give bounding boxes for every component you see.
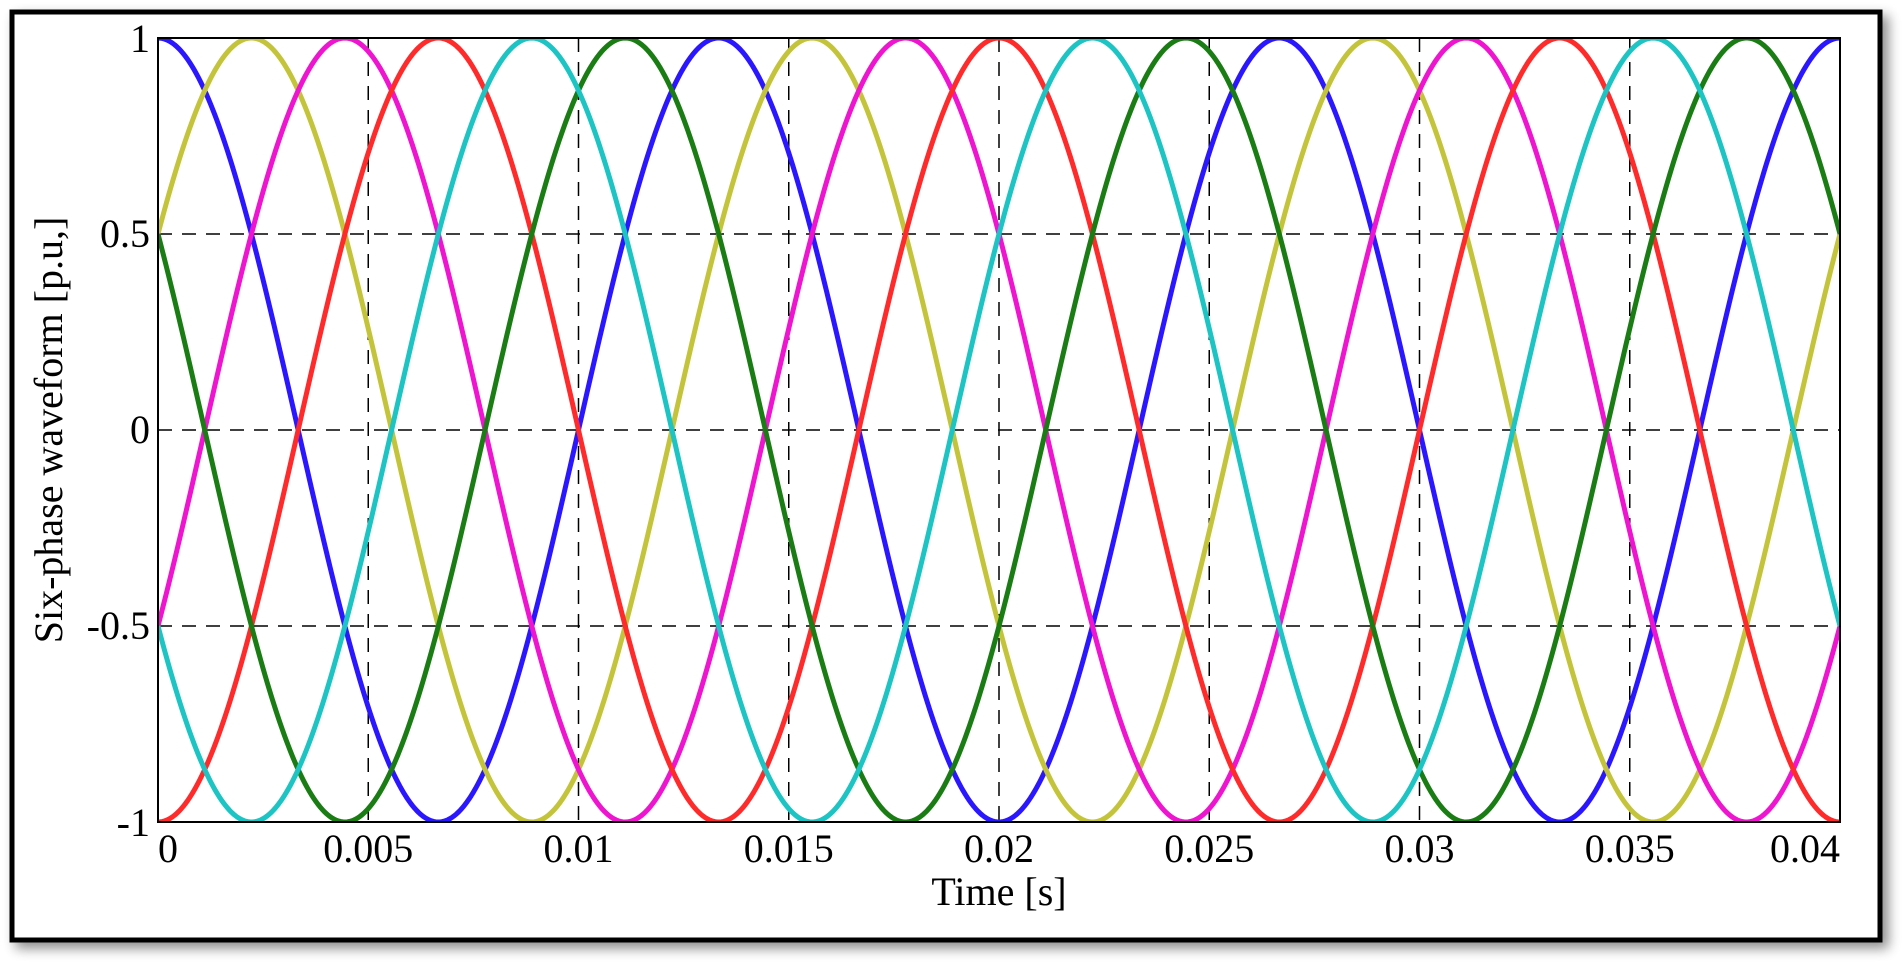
x-tick-label: 0.03 [1385, 826, 1455, 871]
x-tick-label: 0.02 [964, 826, 1034, 871]
x-tick-label: 0.015 [744, 826, 834, 871]
x-axis-label: Time [s] [931, 869, 1066, 914]
series-line-6 [158, 38, 1840, 822]
x-tick-label: 0.04 [1770, 826, 1840, 871]
y-tick-label: 1 [130, 16, 150, 61]
x-tick-labels: 0 0.005 0.01 0.015 0.02 0.025 0.03 0.035 0.04 [158, 826, 1840, 871]
x-tick-label: 0.035 [1585, 826, 1675, 871]
x-tick-label: 0.025 [1164, 826, 1254, 871]
y-tick-label: 0.5 [100, 211, 150, 256]
x-tick-label: 0.005 [323, 826, 413, 871]
y-tick-label: 0 [130, 407, 150, 452]
y-tick-label: -0.5 [87, 603, 150, 648]
y-tick-labels: 1 0.5 0 -0.5 -1 [87, 16, 150, 845]
x-tick-label: 0.01 [544, 826, 614, 871]
plot-area-border [157, 37, 1841, 823]
x-tick-label: 0 [158, 826, 178, 871]
outer-frame [9, 9, 1883, 943]
series-line-5 [158, 38, 1840, 822]
y-tick-label: -1 [117, 800, 150, 845]
y-axis-label: Six-phase waveform [p.u,] [26, 217, 71, 644]
